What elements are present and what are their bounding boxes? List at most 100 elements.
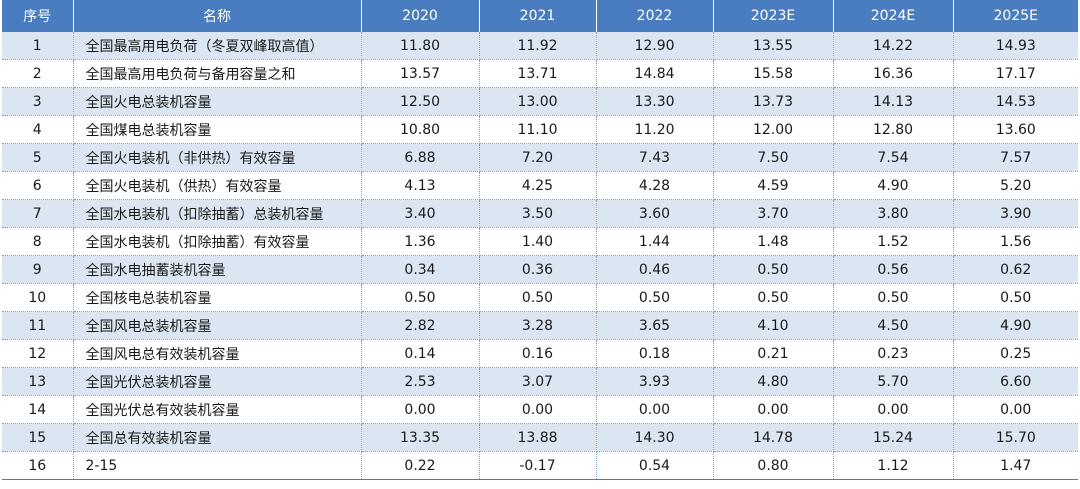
row-index: 13 (2, 367, 74, 396)
row-value: 12.00 (713, 115, 834, 144)
row-value: 0.54 (596, 451, 714, 480)
row-name: 2-15 (73, 451, 362, 480)
row-name: 全国水电装机（扣除抽蓄）有效容量 (73, 227, 362, 256)
row-index: 16 (2, 451, 74, 480)
row-value: 0.00 (361, 395, 480, 424)
row-value: 14.30 (596, 423, 714, 452)
row-value: 13.88 (479, 423, 597, 452)
row-value: 0.00 (833, 395, 954, 424)
row-value: 4.59 (713, 171, 834, 200)
row-value: 0.23 (833, 339, 954, 368)
row-value: 3.80 (833, 199, 954, 228)
row-name: 全国火电总装机容量 (73, 87, 362, 116)
row-value: 0.80 (713, 451, 834, 480)
row-value: 6.88 (361, 143, 480, 172)
table-row: 2 全国最高用电负荷与备用容量之和 13.57 13.71 14.84 15.58 16.3… (2, 59, 1078, 88)
row-value: 7.54 (833, 143, 954, 172)
header-index: 序号 (2, 0, 74, 32)
row-value: 0.50 (713, 255, 834, 284)
row-value: 4.25 (479, 171, 597, 200)
capacity-table: 序号 名称 2020 2021 2022 2023E 2024E 2025E 1… (2, 0, 1078, 480)
row-value: 0.34 (361, 255, 480, 284)
table-row: 13 全国光伏总装机容量 2.53 3.07 3.93 4.80 5.70 6.60 (2, 367, 1078, 396)
table-row: 6 全国火电装机（供热）有效容量 4.13 4.25 4.28 4.59 4.90 5.20 (2, 171, 1078, 200)
row-value: 1.52 (833, 227, 954, 256)
row-value: 6.60 (953, 367, 1078, 396)
row-value: 0.25 (953, 339, 1078, 368)
table-row: 11 全国风电总装机容量 2.82 3.28 3.65 4.10 4.50 4.90 (2, 311, 1078, 340)
table-row: 7 全国水电装机（扣除抽蓄）总装机容量 3.40 3.50 3.60 3.70 3.80 3.… (2, 199, 1078, 228)
row-value: 0.00 (596, 395, 714, 424)
row-index: 12 (2, 339, 74, 368)
row-value: 0.18 (596, 339, 714, 368)
row-value: 4.13 (361, 171, 480, 200)
row-value: 13.60 (953, 115, 1078, 144)
header-2020: 2020 (361, 0, 480, 32)
row-value: 16.36 (833, 59, 954, 88)
row-name: 全国最高用电负荷与备用容量之和 (73, 59, 362, 88)
table-body: 1 全国最高用电负荷（冬夏双峰取高值） 11.80 11.92 12.90 13.55 14… (2, 32, 1078, 480)
row-value: 13.55 (713, 32, 834, 60)
row-value: 14.84 (596, 59, 714, 88)
row-index: 8 (2, 227, 74, 256)
table-row: 15 全国总有效装机容量 13.35 13.88 14.30 14.78 15.24 15.7… (2, 423, 1078, 452)
row-value: 0.00 (713, 395, 834, 424)
row-value: 11.80 (361, 32, 480, 60)
row-value: 4.90 (953, 311, 1078, 340)
row-value: 0.50 (953, 283, 1078, 312)
table-row: 14 全国光伏总有效装机容量 0.00 0.00 0.00 0.00 0.00 0.00 (2, 395, 1078, 424)
row-name: 全国核电总装机容量 (73, 283, 362, 312)
header-2023e: 2023E (713, 0, 834, 32)
row-value: 0.50 (713, 283, 834, 312)
row-value: 0.22 (361, 451, 480, 480)
row-value: 3.50 (479, 199, 597, 228)
row-value: 14.13 (833, 87, 954, 116)
row-value: 3.90 (953, 199, 1078, 228)
row-value: 0.21 (713, 339, 834, 368)
table-row: 1 全国最高用电负荷（冬夏双峰取高值） 11.80 11.92 12.90 13.55 14… (2, 32, 1078, 60)
table-row: 12 全国风电总有效装机容量 0.14 0.16 0.18 0.21 0.23 0.25 (2, 339, 1078, 368)
row-value: 4.90 (833, 171, 954, 200)
row-value: 14.93 (953, 32, 1078, 60)
row-index: 14 (2, 395, 74, 424)
row-value: 13.35 (361, 423, 480, 452)
row-value: 0.00 (479, 395, 597, 424)
row-value: 15.70 (953, 423, 1078, 452)
row-value: 0.36 (479, 255, 597, 284)
row-value: 0.62 (953, 255, 1078, 284)
row-value: 15.58 (713, 59, 834, 88)
row-value: 0.50 (596, 283, 714, 312)
row-value: 0.14 (361, 339, 480, 368)
row-index: 9 (2, 255, 74, 284)
row-name: 全国水电抽蓄装机容量 (73, 255, 362, 284)
row-value: 1.48 (713, 227, 834, 256)
row-value: 13.30 (596, 87, 714, 116)
row-value: 0.50 (479, 283, 597, 312)
row-index: 6 (2, 171, 74, 200)
row-value: 1.12 (833, 451, 954, 480)
row-value: -0.17 (479, 451, 597, 480)
row-value: 1.47 (953, 451, 1078, 480)
table-row: 5 全国火电装机（非供热）有效容量 6.88 7.20 7.43 7.50 7.54 7.57 (2, 143, 1078, 172)
table-row: 10 全国核电总装机容量 0.50 0.50 0.50 0.50 0.50 0.50 (2, 283, 1078, 312)
table-row: 3 全国火电总装机容量 12.50 13.00 13.30 13.73 14.13 14.53 (2, 87, 1078, 116)
row-value: 13.00 (479, 87, 597, 116)
row-value: 0.50 (361, 283, 480, 312)
row-name: 全国光伏总有效装机容量 (73, 395, 362, 424)
row-index: 4 (2, 115, 74, 144)
row-value: 1.56 (953, 227, 1078, 256)
header-2021: 2021 (479, 0, 597, 32)
row-name: 全国水电装机（扣除抽蓄）总装机容量 (73, 199, 362, 228)
row-value: 11.20 (596, 115, 714, 144)
row-name: 全国光伏总装机容量 (73, 367, 362, 396)
row-value: 3.40 (361, 199, 480, 228)
header-2022: 2022 (596, 0, 714, 32)
row-index: 10 (2, 283, 74, 312)
row-value: 3.65 (596, 311, 714, 340)
row-value: 10.80 (361, 115, 480, 144)
row-value: 12.90 (596, 32, 714, 60)
row-value: 0.00 (953, 395, 1078, 424)
row-index: 7 (2, 199, 74, 228)
header-2025e: 2025E (953, 0, 1078, 32)
